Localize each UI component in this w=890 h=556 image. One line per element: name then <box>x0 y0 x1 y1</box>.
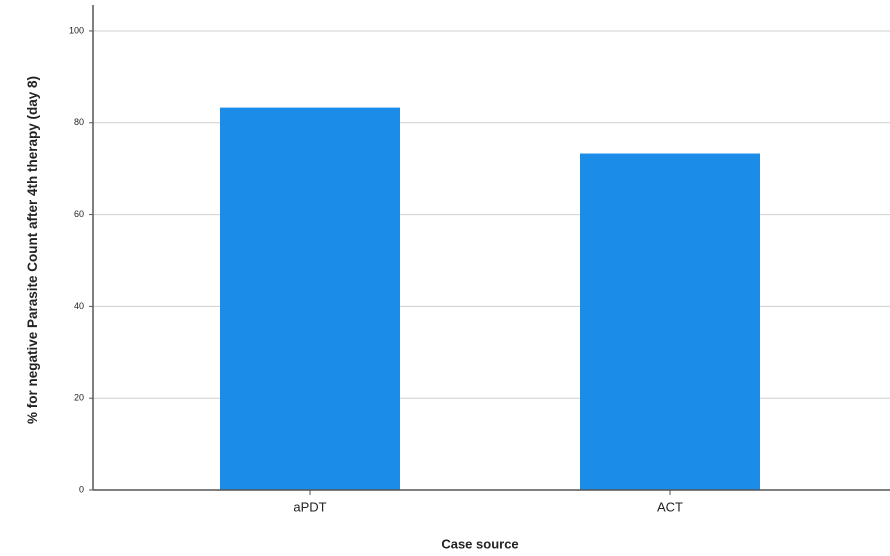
x-tick-label: aPDT <box>293 499 326 514</box>
y-tick-label: 0 <box>79 484 84 494</box>
x-axis-label: Case source <box>441 536 518 551</box>
y-tick-label: 80 <box>74 117 84 127</box>
y-axis-label: % for negative Parasite Count after 4th … <box>25 75 40 425</box>
y-tick-label: 40 <box>74 301 84 311</box>
y-tick-label: 60 <box>74 209 84 219</box>
bar <box>220 107 400 490</box>
bar <box>580 153 760 490</box>
y-tick-label: 100 <box>69 25 84 35</box>
x-tick-label: ACT <box>657 499 683 514</box>
y-tick-label: 20 <box>74 393 84 403</box>
